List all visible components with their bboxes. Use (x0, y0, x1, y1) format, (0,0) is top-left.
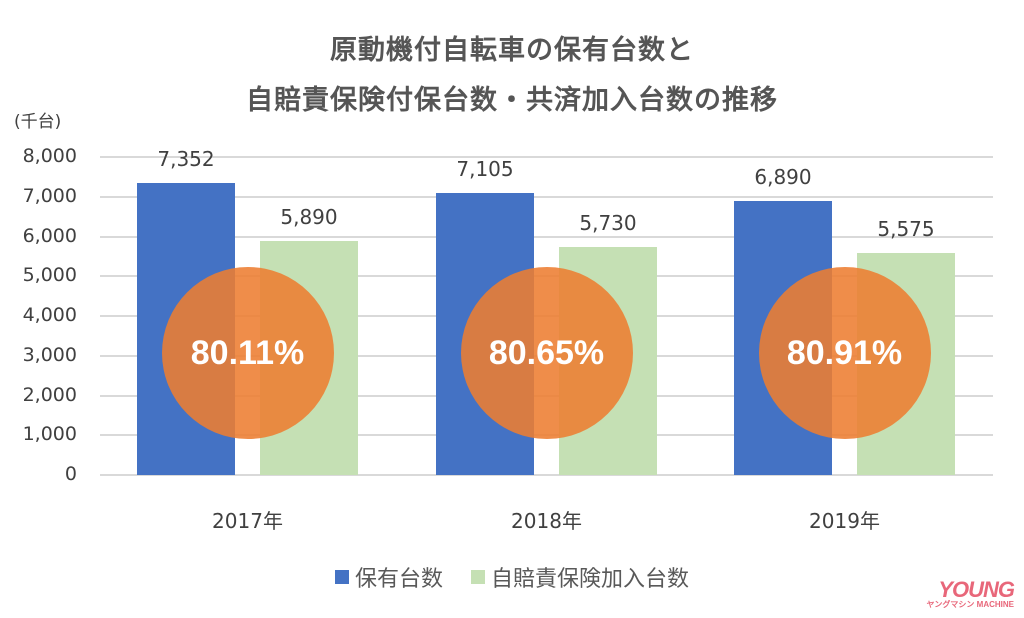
gridline (100, 235, 993, 238)
data-label: 7,352 (157, 146, 215, 171)
x-axis-category-label: 2017年 (212, 509, 283, 533)
ratio-percent-text: 80.11% (190, 333, 305, 372)
y-tick-label: 8,000 (22, 145, 77, 167)
data-label: 6,890 (754, 165, 812, 190)
y-tick-label: 5,000 (22, 264, 77, 287)
legend-swatch-blue (334, 570, 349, 584)
legend-item-insurance: 自賠責保険加入台数 (471, 561, 689, 593)
y-tick-label: 0 (64, 463, 77, 485)
y-tick-label: 4,000 (22, 304, 77, 326)
gridline (100, 156, 993, 158)
legend-label: 自賠責保険加入台数 (491, 567, 690, 592)
ratio-circle-badge: 80.65% (460, 267, 633, 439)
y-axis-unit-label: (千台) (14, 112, 62, 132)
y-tick-label: 1,000 (22, 423, 77, 446)
legend-label: 保有台数 (354, 567, 443, 592)
young-machine-logo: YOUNG ヤングマシン MACHINE (926, 577, 1015, 610)
y-tick-label: 2,000 (22, 383, 77, 406)
legend-swatch-green (471, 570, 485, 584)
gridline (100, 474, 993, 476)
chart-subtitle: 自賠責保険付保台数・共済加入台数の推移 (246, 85, 778, 116)
ratio-percent-text: 80.65% (488, 333, 605, 372)
y-tick-label: 7,000 (22, 184, 77, 207)
ratio-circle-badge: 80.91% (758, 267, 931, 439)
data-label: 7,105 (456, 156, 514, 181)
logo-sub-text: ヤングマシン MACHINE (926, 600, 1014, 609)
x-axis-category-label: 2018年 (511, 509, 582, 533)
legend: 保有台数 自賠責保険加入台数 (0, 561, 1024, 593)
y-tick-label: 3,000 (22, 343, 77, 366)
data-label: 5,890 (280, 204, 338, 229)
ratio-circle-badge: 80.11% (161, 267, 334, 439)
legend-item-holdings: 保有台数 (334, 561, 443, 593)
ratio-percent-text: 80.91% (786, 333, 903, 372)
x-axis-category-label: 2019年 (809, 509, 880, 533)
data-label: 5,730 (579, 211, 637, 236)
y-tick-label: 6,000 (22, 224, 77, 247)
chart-title: 原動機付自転車の保有台数と (330, 35, 694, 66)
data-label: 5,575 (877, 217, 935, 242)
logo-main-text: YOUNG (938, 577, 1015, 602)
gridline (100, 195, 993, 198)
